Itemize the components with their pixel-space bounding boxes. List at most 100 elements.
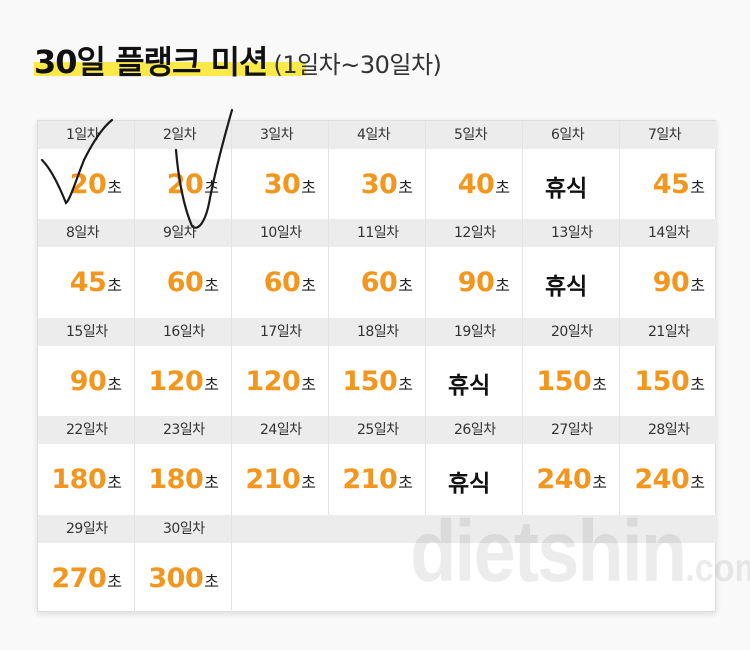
duration-value: 210초 [342, 464, 413, 495]
duration-value: 30초 [361, 169, 413, 200]
day-label: 10일차 [232, 219, 328, 248]
day-label: 4일차 [329, 121, 425, 149]
empty-cell [426, 514, 523, 613]
day-cell-3: 3일차 30초 [232, 121, 329, 220]
duration-value: 300초 [148, 563, 219, 594]
day-cell-21: 21일차 150초 [620, 317, 717, 416]
watermark-text: dietshin [410, 502, 687, 601]
seconds-unit: 초 [107, 276, 122, 296]
day-value: 휴식 [426, 444, 522, 514]
day-label: 6일차 [523, 121, 619, 149]
day-label: 3일차 [232, 121, 328, 149]
title-highlight [34, 62, 306, 76]
day-label: 15일차 [38, 317, 134, 346]
empty-cell [329, 514, 426, 613]
day-cell-12: 12일차 90초 [426, 219, 523, 318]
seconds-number: 270 [51, 562, 107, 594]
title-main: 30일 플랭크 미션 [34, 43, 268, 81]
seconds-unit: 초 [107, 571, 122, 591]
day-label: 12일차 [426, 219, 522, 248]
seconds-number: 240 [536, 464, 592, 496]
empty-cell-header [232, 514, 329, 543]
day-cell-7: 7일차 45초 [620, 121, 717, 219]
seconds-unit: 초 [592, 374, 607, 394]
title-block: 30일 플랭크 미션 (1일차~30일차) [34, 40, 442, 84]
day-label: 27일차 [523, 416, 619, 445]
seconds-number: 30 [263, 169, 301, 200]
day-cell-26: 26일차 휴식 [426, 416, 523, 515]
day-label: 22일차 [38, 416, 134, 445]
duration-value: 150초 [342, 366, 413, 397]
seconds-number: 150 [634, 365, 690, 397]
day-value: 240초 [620, 444, 717, 514]
seconds-unit: 초 [301, 276, 316, 296]
duration-value: 60초 [167, 267, 219, 298]
duration-value: 60초 [264, 267, 316, 298]
day-value: 300초 [135, 543, 231, 613]
seconds-unit: 초 [301, 473, 316, 493]
watermark-logo: dietshin.com [410, 501, 750, 601]
duration-value: 120초 [245, 366, 316, 397]
seconds-number: 180 [148, 464, 204, 496]
day-cell-17: 17일차 120초 [232, 317, 329, 417]
day-cell-4: 4일차 30초 [329, 121, 426, 220]
seconds-unit: 초 [107, 178, 122, 197]
day-value: 휴식 [426, 346, 522, 416]
seconds-unit: 초 [204, 374, 219, 394]
empty-cell-header [329, 514, 426, 543]
seconds-number: 60 [166, 267, 204, 299]
duration-value: 120초 [148, 366, 219, 397]
seconds-unit: 초 [690, 178, 705, 197]
duration-value: 20초 [167, 169, 219, 200]
day-value: 30초 [329, 149, 425, 219]
seconds-number: 210 [342, 464, 398, 496]
day-label: 20일차 [523, 317, 619, 346]
seconds-number: 90 [69, 365, 107, 397]
duration-value: 40초 [458, 169, 510, 200]
rest-label: 휴식 [448, 372, 491, 399]
duration-value: 240초 [634, 464, 705, 495]
seconds-number: 30 [360, 169, 398, 200]
day-value: 180초 [38, 444, 134, 514]
seconds-number: 90 [457, 267, 495, 299]
day-label: 13일차 [523, 219, 619, 248]
day-value: 90초 [620, 247, 717, 317]
seconds-number: 240 [634, 464, 690, 496]
day-cell-5: 5일차 40초 [426, 121, 523, 220]
day-label: 30일차 [135, 514, 231, 543]
seconds-unit: 초 [690, 276, 705, 296]
day-label: 8일차 [38, 219, 134, 248]
seconds-unit: 초 [204, 571, 219, 591]
duration-value: 45초 [70, 267, 122, 298]
day-value: 30초 [232, 149, 328, 219]
day-value: 90초 [426, 247, 522, 317]
rest-label: 휴식 [448, 471, 491, 498]
seconds-unit: 초 [690, 374, 705, 394]
seconds-unit: 초 [495, 276, 510, 296]
day-label: 24일차 [232, 416, 328, 445]
seconds-unit: 초 [398, 178, 413, 197]
seconds-unit: 초 [301, 178, 316, 197]
seconds-unit: 초 [592, 473, 607, 493]
seconds-number: 60 [360, 267, 398, 299]
day-value: 60초 [329, 247, 425, 317]
empty-cell [523, 514, 620, 613]
day-label: 11일차 [329, 219, 425, 248]
title-subtitle: (1일차~30일차) [273, 51, 442, 79]
duration-value: 210초 [245, 464, 316, 495]
day-value: 270초 [38, 543, 134, 613]
duration-value: 90초 [458, 267, 510, 298]
day-cell-14: 14일차 90초 [620, 219, 717, 317]
duration-value: 180초 [148, 464, 219, 495]
day-value: 210초 [232, 444, 328, 514]
day-label: 16일차 [135, 317, 231, 346]
day-cell-27: 27일차 240초 [523, 416, 620, 515]
day-value: 240초 [523, 444, 619, 514]
day-cell-15: 15일차 90초 [38, 317, 135, 417]
day-label: 5일차 [426, 121, 522, 149]
day-cell-13: 13일차 휴식 [523, 219, 620, 318]
day-cell-16: 16일차 120초 [135, 317, 232, 417]
seconds-number: 45 [652, 169, 690, 200]
duration-value: 90초 [653, 267, 705, 298]
day-value: 휴식 [523, 149, 619, 219]
